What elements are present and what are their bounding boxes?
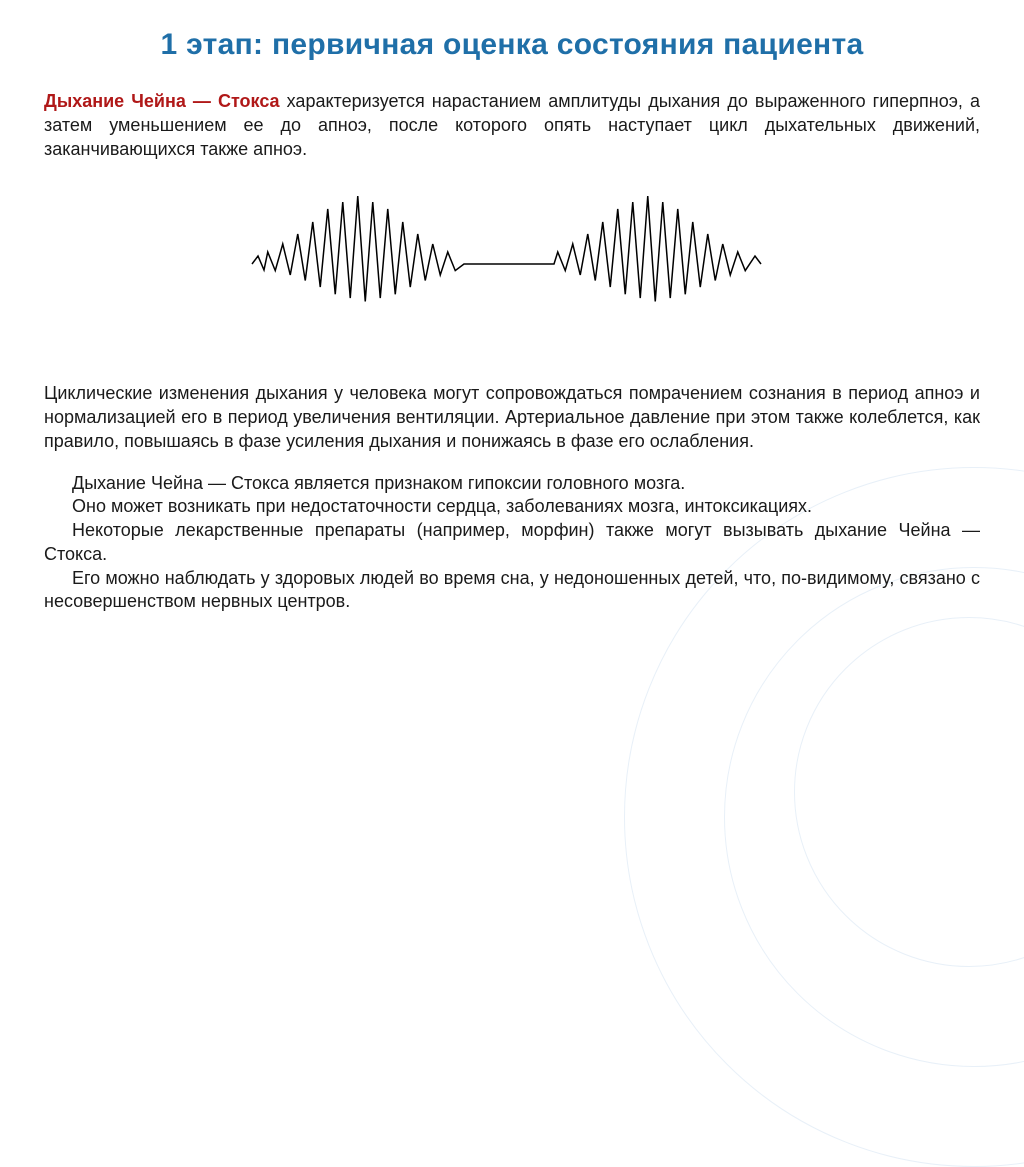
- detail-line-2: Оно может возникать при недостаточности …: [44, 495, 980, 519]
- paragraph-block-details: Дыхание Чейна — Стокса является признако…: [44, 472, 980, 615]
- detail-line-4: Его можно наблюдать у здоровых людей во …: [44, 567, 980, 615]
- intro-paragraph: Дыхание Чейна — Стокса характеризуется н…: [44, 90, 980, 161]
- paragraph-cyclic: Циклические изменения дыхания у человека…: [44, 382, 980, 453]
- slide-title: 1 этап: первичная оценка состояния пацие…: [44, 28, 980, 62]
- term-cheyne-stokes: Дыхание Чейна — Стокса: [44, 91, 280, 111]
- breathing-waveform-diagram: [44, 179, 980, 354]
- detail-line-1: Дыхание Чейна — Стокса является признако…: [44, 472, 980, 496]
- bg-ring-3: [794, 617, 1024, 967]
- slide-content: 1 этап: первичная оценка состояния пацие…: [0, 0, 1024, 644]
- waveform-svg: [232, 179, 792, 349]
- detail-line-3: Некоторые лекарственные препараты (напри…: [44, 519, 980, 567]
